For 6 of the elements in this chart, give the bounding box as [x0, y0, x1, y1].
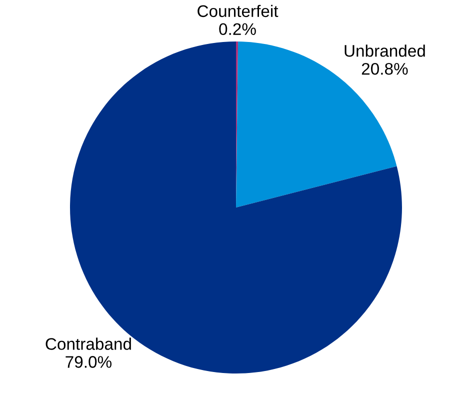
data-label: 0.2% [219, 23, 256, 36]
slice-label: Contraband [46, 338, 131, 350]
slice-label: Unbranded [344, 44, 425, 57]
data-label: 79.0% [66, 356, 112, 368]
data-label: 20.8% [362, 62, 408, 75]
slice-label: Counterfeit [198, 4, 278, 18]
